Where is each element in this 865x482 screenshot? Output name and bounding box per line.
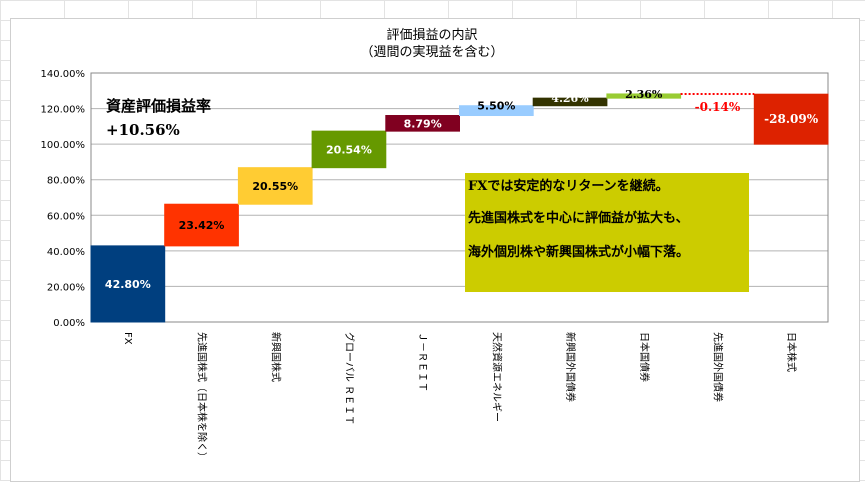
plot-area (90, 72, 829, 323)
y-tick-label: 60.00% (47, 211, 85, 222)
x-tick-label: 日本国債券 (638, 332, 651, 382)
bar-value-label: 5.50% (477, 100, 515, 113)
y-tick-label: 100.00% (41, 140, 86, 151)
chart-subtitle: （週間の実現益を含む） (360, 44, 503, 60)
x-tick-label: 天然資源エネルギー (490, 332, 503, 422)
bar-value-label: 2.36% (625, 88, 663, 101)
bar (753, 93, 829, 145)
comment-box (465, 173, 749, 292)
bar-value-label: 20.54% (326, 143, 372, 156)
bar (459, 105, 534, 117)
bar (237, 167, 313, 205)
total-label: 資産評価損益率 (106, 97, 211, 115)
chart-title: 評価損益の内訳 (386, 27, 477, 43)
x-tick-label: 先進国株式（日本株を除く） (196, 332, 209, 462)
bar-value-label: 20.55% (252, 180, 298, 193)
y-tick-label: 40.00% (47, 247, 85, 258)
x-tick-label: 新興国外国債券 (564, 332, 577, 402)
bar-value-label: 42.80% (105, 278, 151, 291)
comment-line-3: 海外個別株や新興国株式が小幅下落。 (468, 244, 689, 260)
bar (164, 203, 239, 247)
bar (311, 130, 387, 169)
bar-value-label: -0.14% (695, 100, 741, 114)
bar-value-label: 4.26% (551, 92, 589, 105)
x-tick-label: Ｊ－ＲＥＩＴ (417, 332, 428, 392)
total-value: +10.56% (106, 121, 180, 139)
y-tick-label: 20.00% (47, 282, 85, 293)
x-tick-label: 新興国株式 (269, 332, 282, 382)
bar-value-label: -28.09% (764, 112, 819, 126)
bar (385, 115, 460, 132)
x-tick-label: グローバル ＲＥＩＴ (343, 332, 356, 425)
x-tick-label: FX (122, 332, 133, 345)
y-tick-label: 80.00% (47, 176, 85, 187)
bar (532, 97, 608, 107)
y-tick-label: 140.00% (41, 69, 86, 80)
comment-line-1: FXでは安定的なリターンを継続。 (468, 178, 669, 194)
comment-line-2: 先進国株式を中心に評価益が拡大も、 (468, 210, 689, 226)
x-tick-label: 先進国外国債券 (711, 332, 724, 402)
bar-value-label: 8.79% (404, 117, 442, 130)
y-tick-label: 120.00% (41, 105, 86, 116)
y-tick-label: 0.00% (53, 318, 85, 329)
bar (606, 93, 682, 99)
bar-value-label: 23.42% (179, 219, 225, 232)
x-tick-label: 日本株式 (785, 332, 798, 372)
bar (90, 245, 166, 323)
